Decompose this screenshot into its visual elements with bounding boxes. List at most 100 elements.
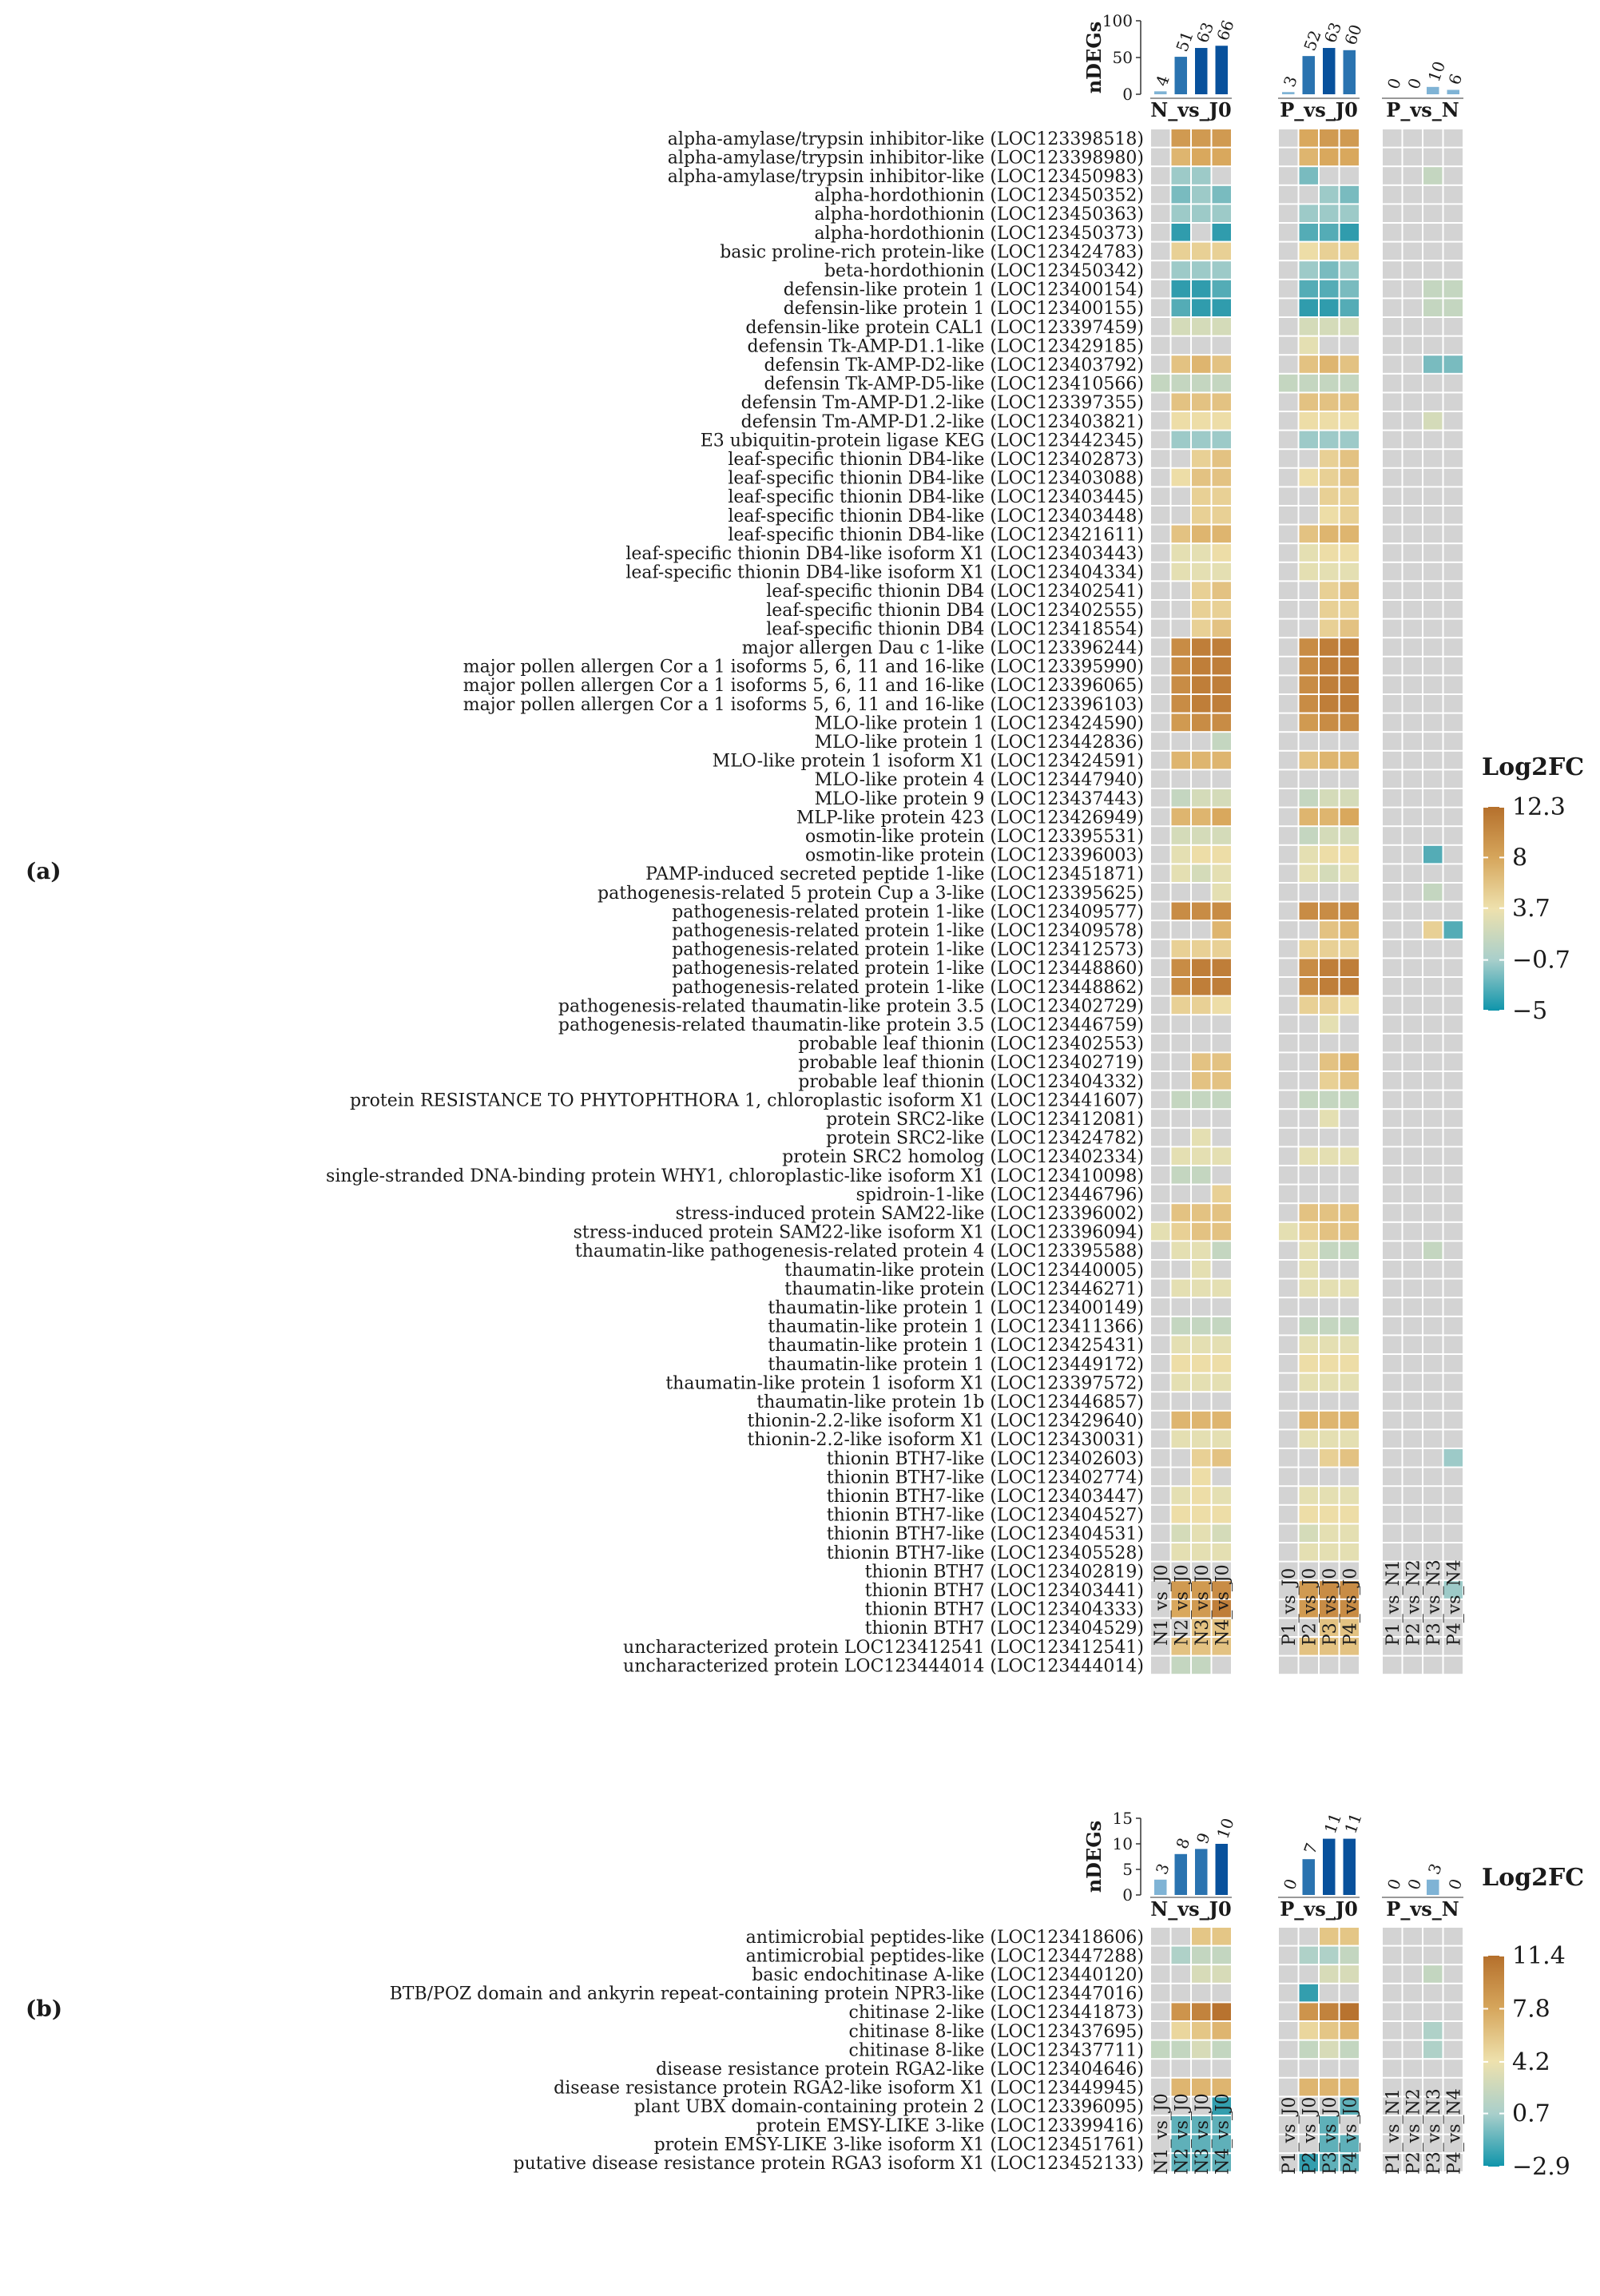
heatmap-cell (1320, 582, 1339, 599)
row-label: leaf-specific thionin DB4-like (LOC12340… (728, 469, 1144, 489)
heatmap-cell (1383, 657, 1402, 675)
heatmap-cell (1279, 468, 1298, 487)
ndeg-bar (1195, 48, 1208, 94)
heatmap-cell (1320, 506, 1339, 524)
heatmap-cell (1212, 638, 1231, 656)
heatmap-cell (1320, 1411, 1339, 1429)
heatmap-cell (1192, 1204, 1211, 1221)
heatmap-cell (1299, 978, 1318, 995)
heatmap-cell (1340, 1110, 1359, 1127)
heatmap-cell (1423, 336, 1443, 355)
heatmap-cell (1279, 1449, 1298, 1467)
row-label: probable leaf thionin (LOC123404332) (798, 1072, 1144, 1092)
heatmap-cell (1383, 1468, 1402, 1486)
heatmap-cell (1320, 770, 1339, 788)
heatmap-cell (1192, 450, 1211, 467)
heatmap-cell (1383, 1411, 1402, 1429)
heatmap-cell (1279, 2135, 1298, 2153)
heatmap-cell (1299, 1241, 1318, 1259)
heatmap-cell (1403, 1965, 1422, 1983)
heatmap-cell (1279, 1468, 1298, 1486)
heatmap-cell (1279, 1430, 1298, 1448)
heatmap-cell (1212, 1185, 1231, 1203)
heatmap-cell (1192, 1430, 1211, 1448)
heatmap-cell (1299, 299, 1318, 316)
heatmap-cell (1403, 148, 1422, 166)
heatmap-cell (1383, 1222, 1402, 1241)
heatmap-cell (1151, 1562, 1170, 1580)
bar-axis-tick-label: 0 (1122, 85, 1133, 104)
heatmap-cell (1340, 1619, 1359, 1636)
heatmap-cell (1192, 544, 1211, 562)
heatmap-cell (1192, 2135, 1211, 2153)
heatmap-cell (1192, 619, 1211, 638)
heatmap-cell (1212, 468, 1231, 487)
heatmap-cell (1212, 1128, 1231, 1146)
heatmap-cell (1192, 1487, 1211, 1504)
heatmap-cell (1192, 412, 1211, 430)
heatmap-cell (1383, 1984, 1402, 2002)
heatmap-cell (1403, 827, 1422, 844)
heatmap-cell (1340, 1638, 1359, 1655)
heatmap-cell (1171, 280, 1190, 298)
heatmap-cell (1279, 1317, 1298, 1335)
heatmap-cell (1423, 1430, 1443, 1448)
row-label: defensin Tm-AMP-D1.2-like (LOC123397355) (741, 393, 1144, 413)
heatmap-cell (1423, 2040, 1443, 2059)
heatmap-cell (1171, 1204, 1190, 1221)
heatmap-cell (1151, 845, 1170, 864)
heatmap-cell (1423, 1373, 1443, 1392)
heatmap-cell (1192, 845, 1211, 864)
heatmap-cell (1340, 657, 1359, 675)
ndeg-bar (1154, 1879, 1167, 1895)
heatmap-cell (1340, 884, 1359, 901)
heatmap-cell (1423, 506, 1443, 524)
heatmap-cell (1212, 1524, 1231, 1542)
heatmap-cell (1340, 1128, 1359, 1146)
heatmap-cell (1443, 506, 1463, 524)
heatmap-cell (1151, 2154, 1170, 2171)
ndeg-bar (1447, 89, 1459, 94)
heatmap-cell (1299, 2154, 1318, 2171)
heatmap-cell (1279, 808, 1298, 826)
heatmap-cell (1403, 1072, 1422, 1090)
heatmap-cell (1279, 1261, 1298, 1278)
heatmap-cell (1171, 393, 1190, 411)
heatmap-cell (1443, 1090, 1463, 1109)
heatmap-cell (1383, 884, 1402, 901)
heatmap-cell (1171, 751, 1190, 769)
heatmap-cell (1212, 1222, 1231, 1241)
heatmap-cell (1171, 1317, 1190, 1335)
heatmap-cell (1340, 167, 1359, 185)
heatmap-cell (1403, 167, 1422, 185)
ndeg-value-label: 9 (1193, 1830, 1214, 1846)
row-label: major pollen allergen Cor a 1 isoforms 5… (463, 657, 1144, 677)
bar-axis-tick-label: 10 (1113, 1834, 1133, 1853)
heatmap-cell (1423, 996, 1443, 1015)
heatmap-cell (1340, 1562, 1359, 1580)
heatmap-cell (1403, 487, 1422, 505)
heatmap-cell (1340, 2097, 1359, 2115)
heatmap-cell (1212, 827, 1231, 844)
heatmap-cell (1151, 1222, 1170, 1241)
heatmap-cell (1151, 2040, 1170, 2059)
heatmap-cell (1151, 318, 1170, 336)
heatmap-cell (1192, 1336, 1211, 1353)
heatmap-cell (1192, 525, 1211, 543)
heatmap-cell (1340, 1241, 1359, 1259)
heatmap-cell (1151, 1505, 1170, 1523)
heatmap-cell (1151, 1317, 1170, 1335)
heatmap-cell (1212, 845, 1231, 864)
heatmap-cell (1192, 2022, 1211, 2040)
heatmap-cell (1340, 2116, 1359, 2134)
heatmap-cell (1403, 1638, 1422, 1655)
row-label: thaumatin-like pathogenesis-related prot… (575, 1241, 1144, 1261)
row-label: pathogenesis-related protein 1-like (LOC… (672, 978, 1144, 998)
heatmap-cell (1403, 205, 1422, 222)
row-label: MLO-like protein 9 (LOC123437443) (815, 789, 1144, 809)
heatmap-cell (1212, 506, 1231, 524)
heatmap-cell (1383, 713, 1402, 732)
heatmap-cell (1340, 1355, 1359, 1372)
heatmap-cell (1403, 318, 1422, 336)
heatmap-cell (1443, 562, 1463, 581)
